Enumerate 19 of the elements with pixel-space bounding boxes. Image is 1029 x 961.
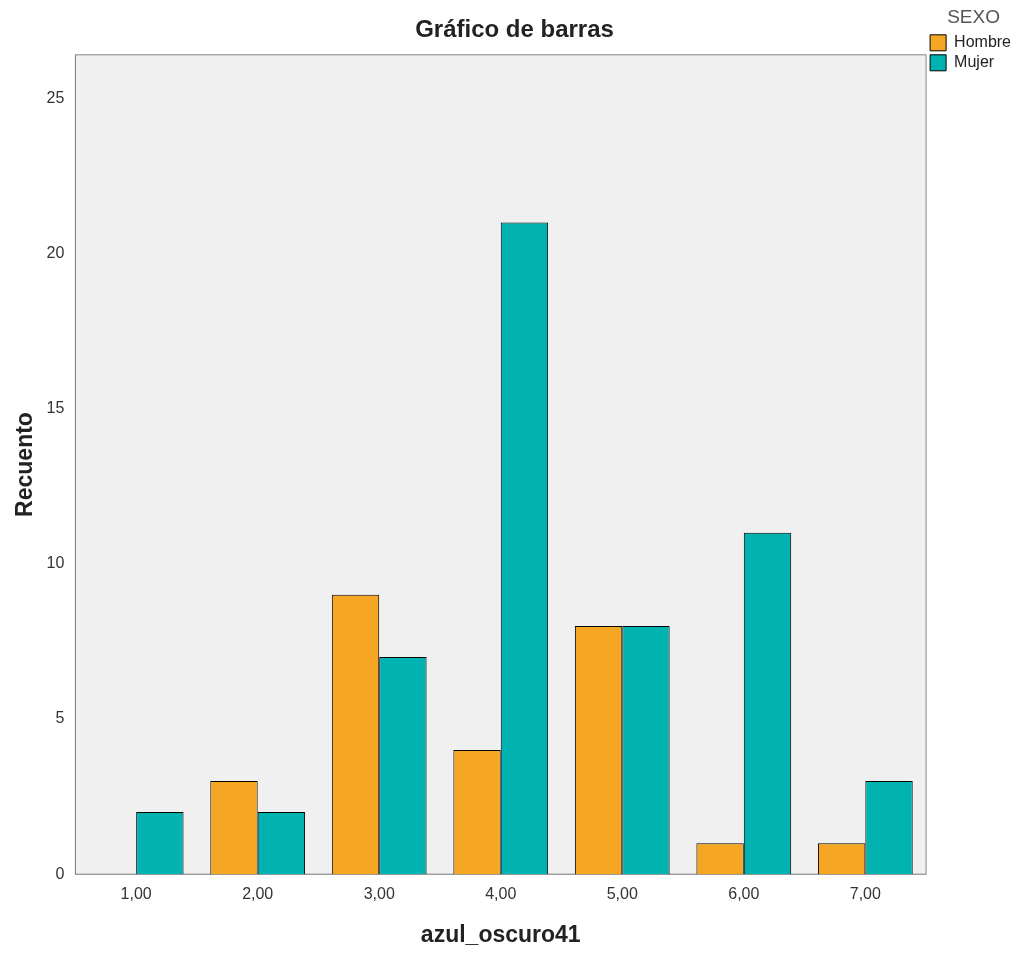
x-tick-label: 1,00 bbox=[120, 885, 152, 903]
y-tick-label: 15 bbox=[46, 399, 65, 417]
y-tick-label: 10 bbox=[46, 554, 65, 572]
legend-title: SEXO bbox=[947, 5, 1000, 27]
x-tick-label: 2,00 bbox=[242, 885, 274, 903]
x-axis-title: azul_oscuro41 bbox=[420, 920, 581, 947]
x-tick-label: 4,00 bbox=[485, 885, 517, 903]
legend-label: Mujer bbox=[954, 53, 995, 71]
y-tick-label: 20 bbox=[46, 243, 65, 261]
x-tick-label: 6,00 bbox=[728, 885, 760, 903]
chart-title: Gráfico de barras bbox=[415, 15, 614, 43]
x-tick-label: 5,00 bbox=[606, 885, 638, 903]
y-axis-title: Recuento bbox=[11, 412, 38, 517]
x-tick-label: 3,00 bbox=[363, 885, 395, 903]
y-tick-label: 25 bbox=[46, 88, 65, 106]
y-tick-label: 5 bbox=[55, 709, 65, 727]
x-tick-label: 7,00 bbox=[849, 885, 881, 903]
y-tick-label: 0 bbox=[55, 864, 65, 882]
legend-label: Hombre bbox=[954, 33, 1012, 51]
